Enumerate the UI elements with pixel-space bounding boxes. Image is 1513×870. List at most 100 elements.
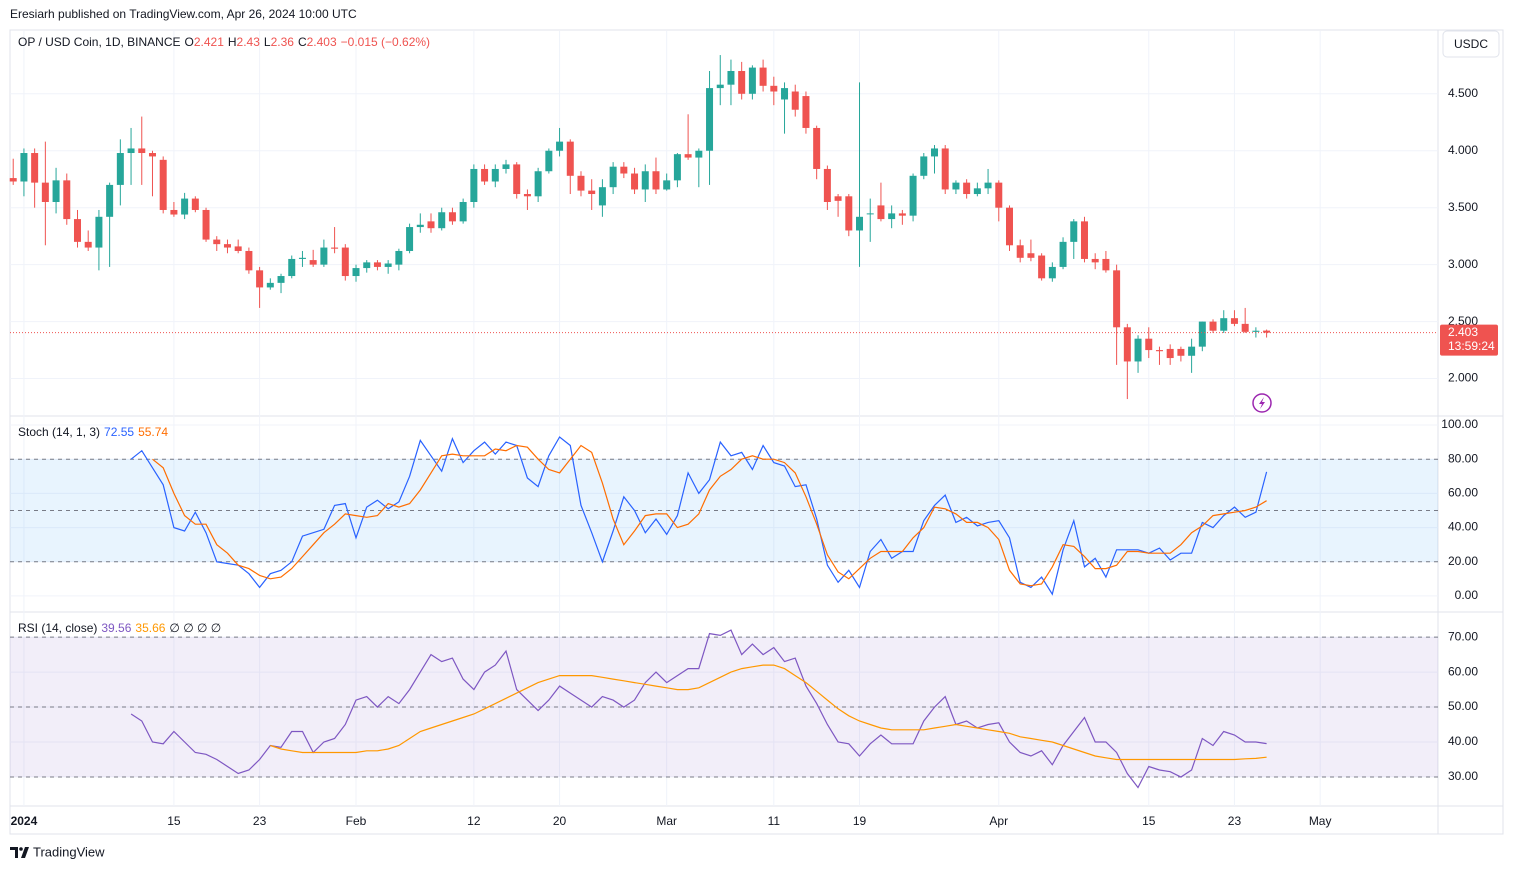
candle-body — [663, 180, 671, 190]
candle-body — [213, 239, 221, 245]
candle-body — [931, 148, 939, 157]
candle-body — [331, 247, 339, 249]
candle-body — [1209, 321, 1217, 331]
candle-body — [620, 166, 628, 174]
symbol-legend: OP / USD Coin, 1D, BINANCE O2.421 H2.43 L2.… — [18, 35, 434, 49]
alert-icon[interactable] — [1252, 393, 1272, 413]
candle-body — [684, 154, 692, 158]
countdown: 13:59:24 — [1448, 339, 1495, 353]
candle-body — [652, 171, 660, 190]
candle-body — [673, 154, 681, 181]
candle-body — [1102, 258, 1110, 271]
candle-body — [1188, 346, 1196, 356]
candle-body — [631, 173, 639, 190]
candle-body — [545, 150, 553, 172]
candle-body — [73, 219, 81, 242]
candle-body — [1123, 327, 1131, 362]
currency-label: USDC — [1454, 37, 1488, 51]
candle-body — [1230, 318, 1238, 324]
candle-body — [1048, 266, 1056, 279]
candle-body — [1252, 330, 1260, 332]
last-price-label: 2.403 — [1448, 325, 1478, 339]
candle-body — [813, 127, 821, 169]
candle-body — [823, 168, 831, 202]
y-tick-label: 4.500 — [1448, 86, 1478, 100]
candle-body — [706, 88, 714, 151]
candle-body — [320, 247, 328, 265]
candle-body — [566, 141, 574, 176]
candle-body — [748, 67, 756, 94]
currency-button[interactable] — [1442, 30, 1500, 58]
x-tick-label: 20 — [553, 814, 567, 828]
brand-logo[interactable] — [10, 847, 29, 858]
candle-body — [63, 180, 71, 220]
candle-body — [31, 153, 39, 183]
candle-body — [952, 182, 960, 190]
open-value: 2.421 — [193, 35, 224, 49]
candle-body — [373, 262, 381, 267]
candle-body — [888, 213, 896, 220]
candle-body — [245, 250, 253, 271]
x-tick-label: 23 — [253, 814, 267, 828]
candle-body — [223, 244, 231, 248]
candle-body — [577, 175, 585, 191]
candle-body — [716, 84, 724, 89]
candle-body — [802, 96, 810, 128]
x-tick-label: 12 — [467, 814, 481, 828]
rsi-ma-value: 35.66 — [135, 621, 166, 635]
candle-body — [1145, 338, 1153, 351]
candle-body — [159, 159, 167, 210]
candle-body — [84, 241, 92, 248]
candle-body — [148, 153, 156, 157]
publisher: Eresiarh published on TradingView.com, A… — [10, 7, 357, 21]
candle-body — [641, 171, 649, 190]
o-label: O — [184, 35, 194, 49]
candle-body — [341, 247, 349, 277]
candle-body — [1220, 318, 1228, 331]
candle-body — [984, 182, 992, 189]
x-tick-label: Apr — [989, 814, 1008, 828]
candle-body — [1263, 330, 1271, 333]
candle-body — [52, 180, 60, 202]
close-value: 2.403 — [306, 35, 337, 49]
candle-body — [609, 166, 617, 188]
candle-body — [416, 224, 424, 228]
y-tick-label: 2.000 — [1448, 371, 1478, 385]
candle-body — [395, 250, 403, 265]
candle-body — [459, 201, 467, 222]
rsi-legend: RSI (14, close) 39.56 35.66 ∅ ∅ ∅ ∅ — [18, 621, 225, 635]
change: −0.015 (−0.62%) — [340, 35, 431, 49]
indicator-line — [270, 664, 1267, 761]
candle-body — [256, 270, 264, 288]
l-label: L — [263, 35, 271, 49]
candle-body — [406, 227, 414, 251]
candle-body — [727, 71, 735, 85]
stoch-legend: Stoch (14, 1, 3) 72.55 55.74 — [18, 425, 172, 439]
candle-body — [266, 282, 274, 288]
y-tick-label: 4.000 — [1448, 143, 1478, 157]
candle-body — [738, 71, 746, 94]
candle-body — [20, 153, 28, 182]
candle-body — [877, 205, 885, 220]
x-tick-label: 2024 — [11, 814, 38, 828]
h-label: H — [227, 35, 237, 49]
last-price-box — [1440, 324, 1498, 356]
candle-body — [534, 171, 542, 197]
candle-body — [309, 260, 317, 265]
y-tick-label: 40.00 — [1448, 520, 1478, 534]
candle-body — [513, 164, 521, 195]
y-tick-label: 30.00 — [1448, 769, 1478, 783]
candle-body — [116, 153, 124, 185]
candle-body — [770, 85, 778, 92]
stoch-d-value: 55.74 — [138, 425, 169, 439]
candle-body — [1027, 253, 1035, 258]
symbol: OP / USD Coin, 1D, BINANCE — [18, 35, 181, 49]
brand-name[interactable]: TradingView — [33, 844, 105, 859]
y-tick-label: 50.00 — [1448, 699, 1478, 713]
candle-body — [1091, 258, 1099, 263]
y-tick-label: 60.00 — [1448, 486, 1478, 500]
y-tick-label: 60.00 — [1448, 664, 1478, 678]
candle-body — [556, 141, 564, 151]
indicator-line — [130, 436, 1268, 596]
